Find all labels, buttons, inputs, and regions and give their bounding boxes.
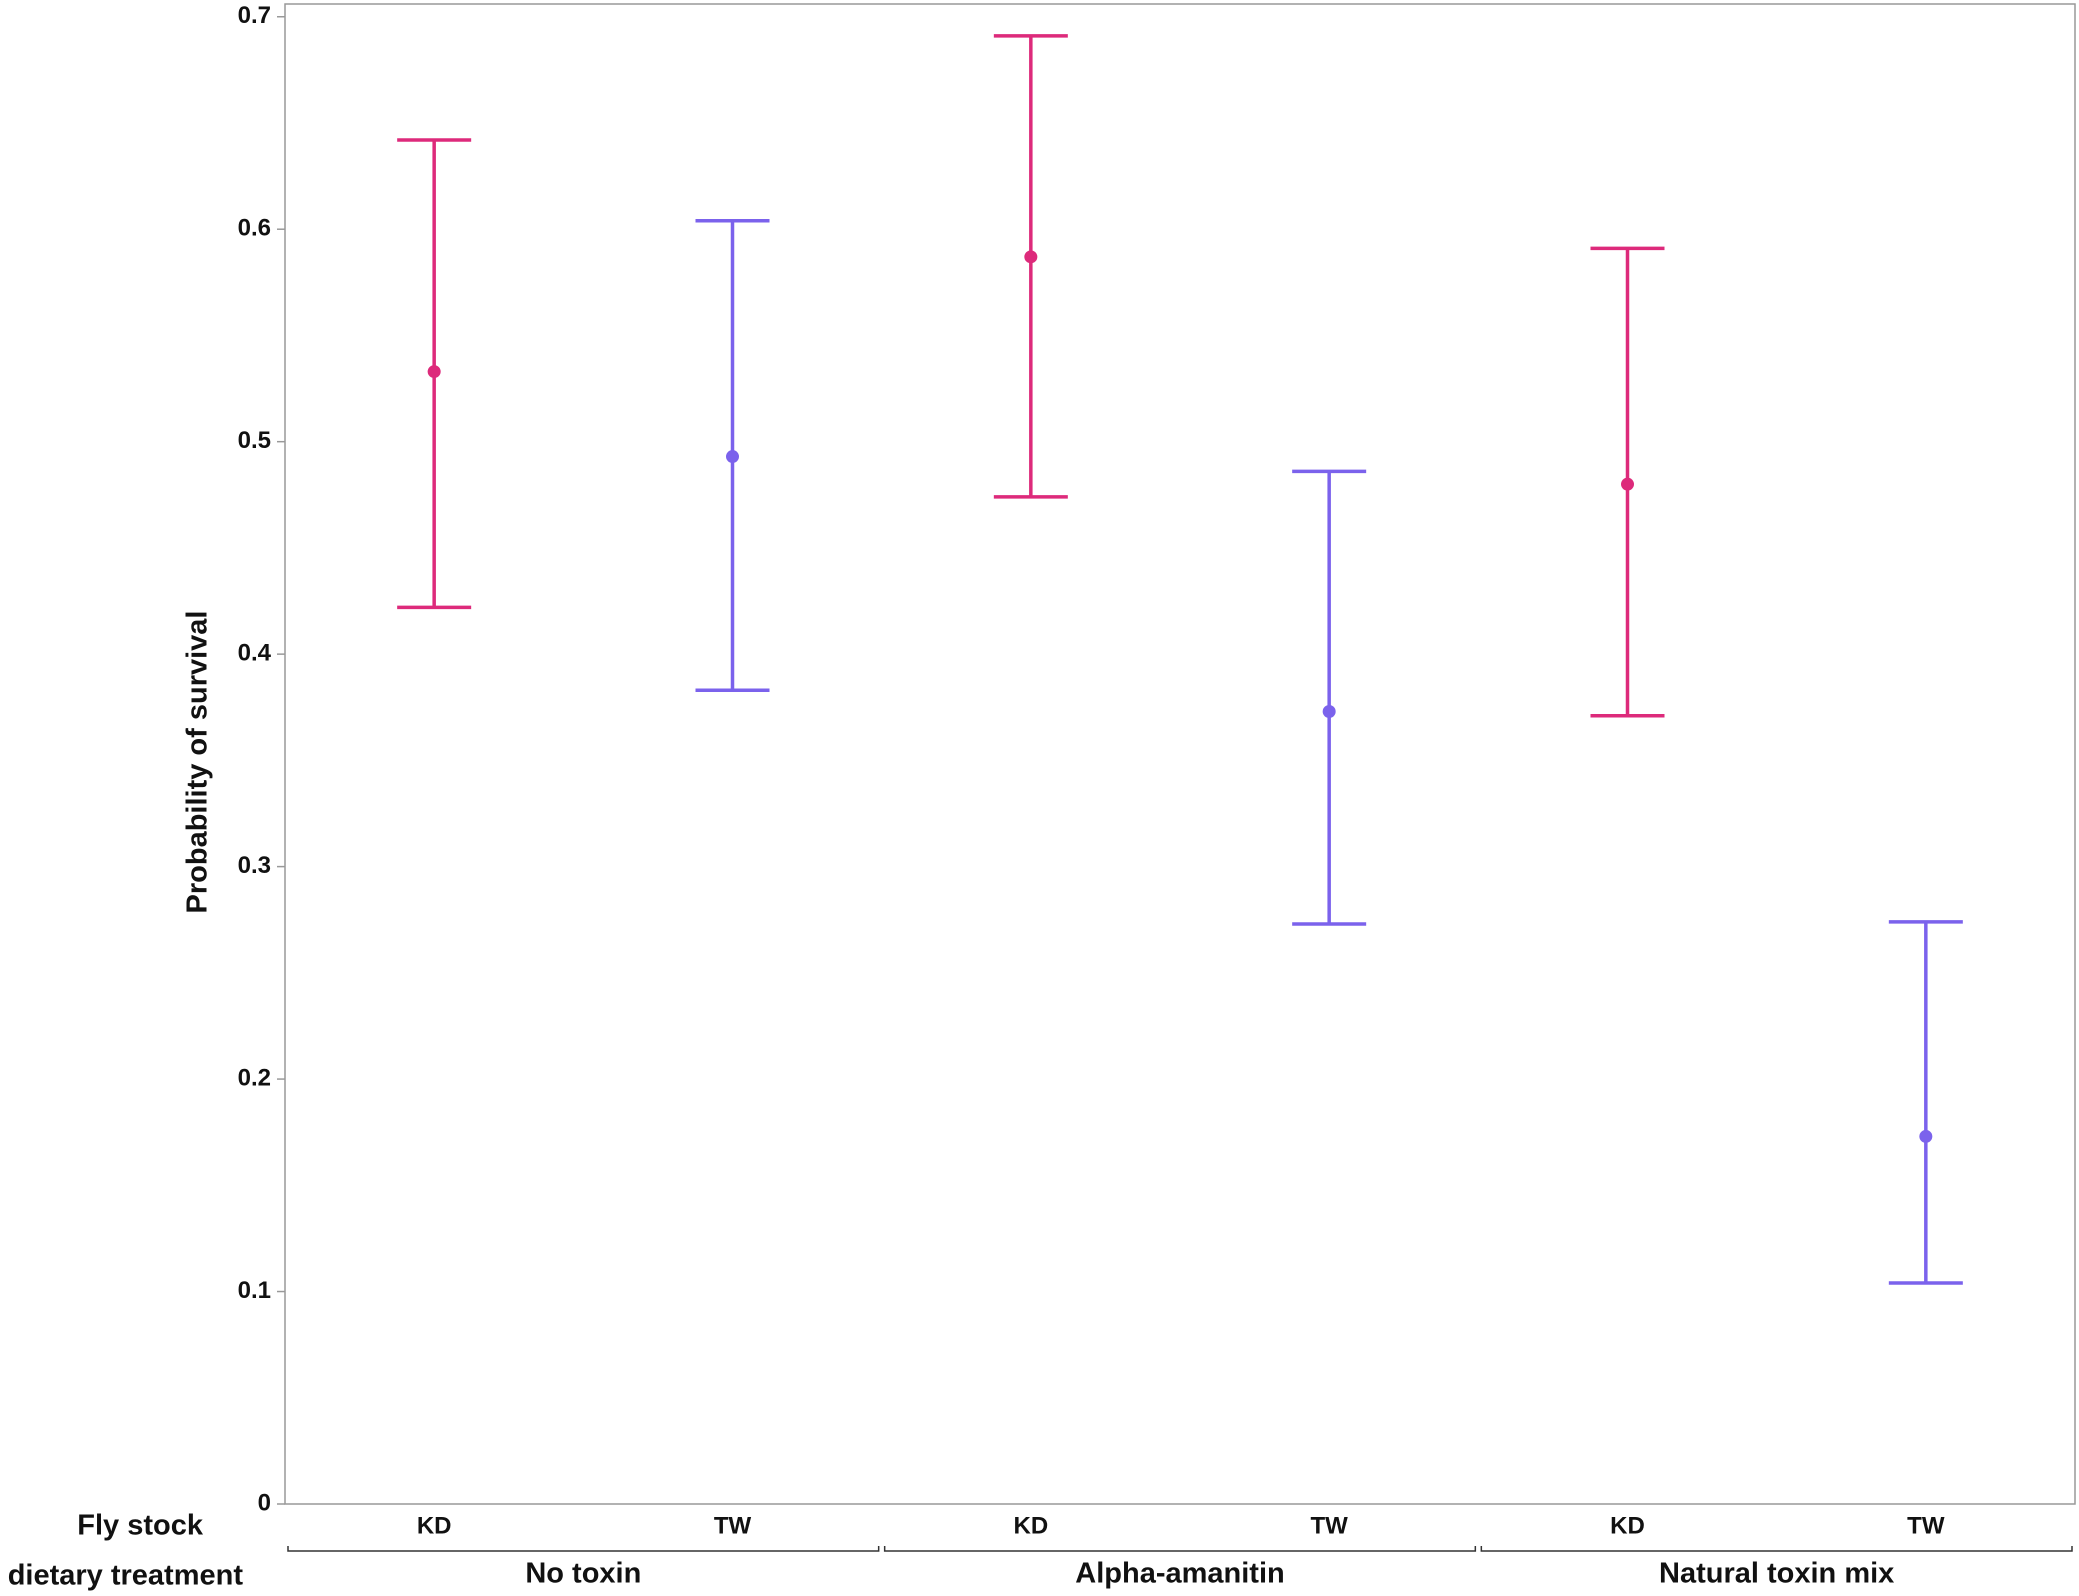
point	[1024, 250, 1038, 264]
point	[427, 365, 441, 379]
y-axis-title: Probability of survival	[182, 611, 214, 914]
point	[1322, 705, 1336, 719]
group-bracket	[1480, 1546, 2073, 1552]
y-tick-label: 0.7	[238, 2, 271, 29]
x-tick-label: TW	[714, 1512, 752, 1539]
group-label: No toxin	[525, 1558, 641, 1590]
y-tick-label: 0.2	[238, 1064, 271, 1091]
group-label: Natural toxin mix	[1659, 1558, 1894, 1590]
y-tick-label: 0.6	[238, 215, 271, 242]
group-bracket	[883, 1546, 1477, 1552]
y-tick-label: 0.5	[238, 427, 271, 454]
x-tick-label: TW	[1311, 1512, 1349, 1539]
y-tick-label: 0.3	[238, 852, 271, 879]
x-axis-title: Fly stock	[77, 1510, 204, 1542]
x-tick-label: TW	[1907, 1512, 1945, 1539]
y-tick-label: 0.4	[238, 639, 272, 666]
group-axis-title: dietary treatment	[8, 1560, 244, 1592]
x-tick-label: KD	[1610, 1512, 1645, 1539]
y-tick-label: 0	[258, 1489, 271, 1516]
x-tick-label: KD	[417, 1512, 452, 1539]
group-label: Alpha-amanitin	[1075, 1558, 1284, 1590]
group-bracket	[287, 1546, 880, 1552]
point	[1621, 477, 1634, 491]
plot-frame	[284, 3, 2076, 1505]
y-tick-label: 0.1	[238, 1277, 271, 1304]
point	[1919, 1129, 1933, 1143]
point	[726, 450, 739, 464]
x-tick-label: KD	[1013, 1512, 1048, 1539]
